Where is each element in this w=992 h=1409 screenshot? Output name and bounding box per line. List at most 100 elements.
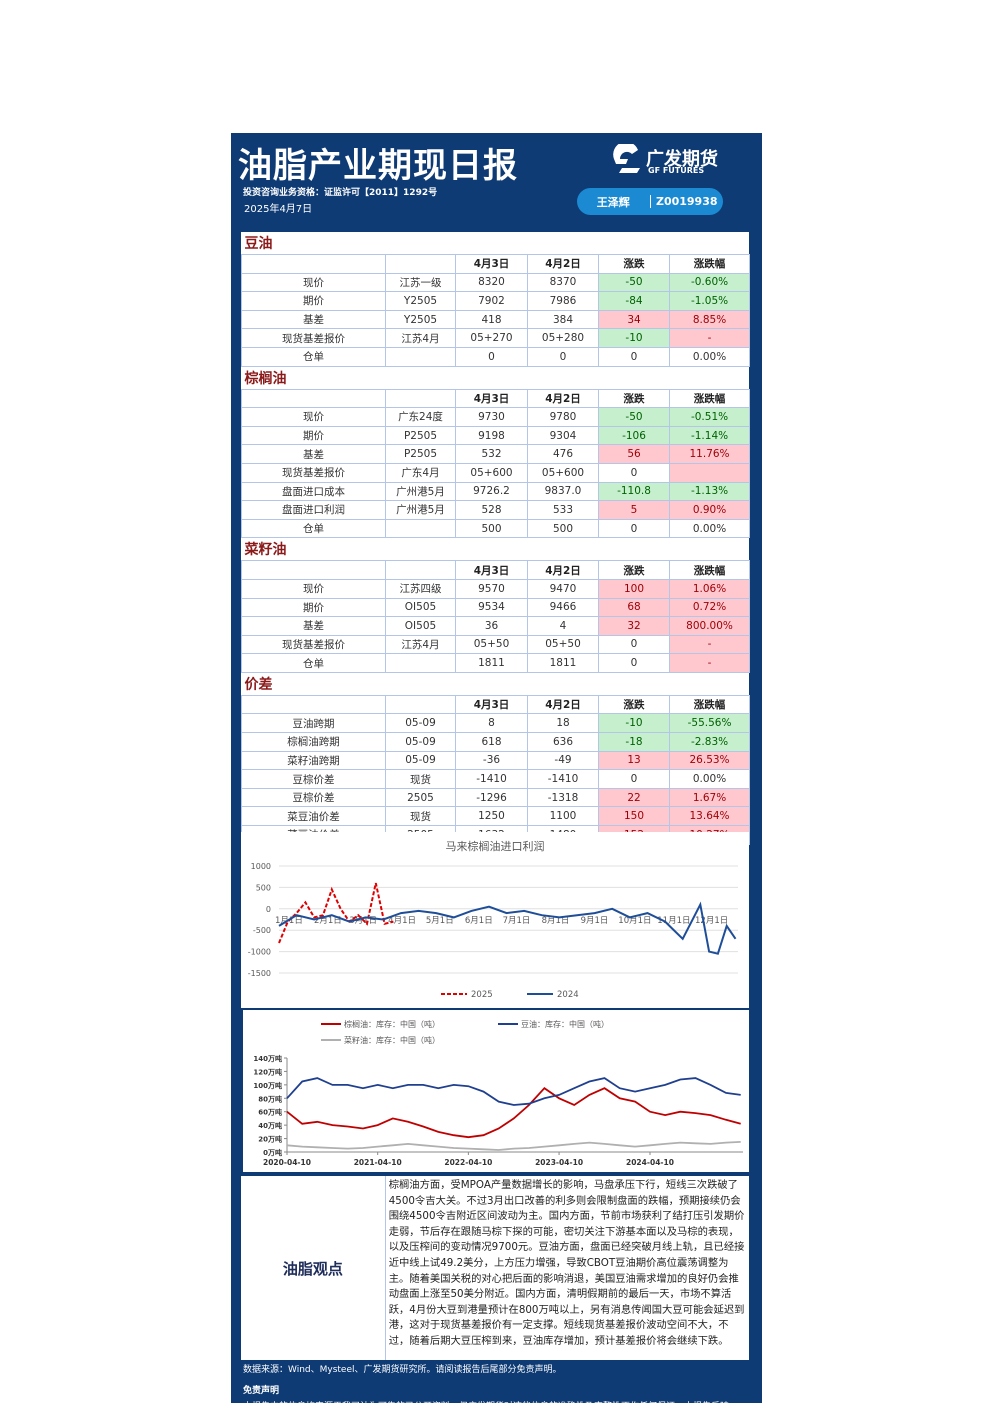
cell: -1.05% — [668, 291, 751, 311]
cell: 江苏4月 — [385, 634, 456, 655]
cell: 1100 — [527, 806, 599, 827]
logo-text: 广发期货 — [646, 149, 718, 170]
blank-cell — [241, 560, 386, 580]
row-label: 现价 — [241, 578, 386, 599]
cell: - — [668, 328, 751, 348]
data-row: 现价 江苏四级 9570 9470 100 1.06% — [241, 578, 751, 599]
row-label: 基差 — [241, 616, 386, 636]
cell: OI505 — [385, 597, 456, 618]
cell: Y2505 — [385, 309, 456, 330]
cell: 8320 — [455, 272, 528, 293]
cell: 4 — [527, 616, 599, 636]
cell: 7902 — [455, 291, 528, 311]
license: 投资咨询业务资格：证监许可【2011】1292号 — [243, 188, 438, 198]
cell: 13.64% — [668, 806, 751, 827]
cell: 9534 — [455, 597, 528, 618]
blank-cell — [385, 388, 456, 409]
data-row: 期价 OI505 9534 9466 68 0.72% — [241, 597, 751, 618]
cell: 0 — [598, 769, 670, 789]
column-header: 4月2日 — [527, 254, 599, 274]
column-header: 涨跌 — [598, 694, 670, 715]
y-tick-label: 0万吨 — [263, 1148, 282, 1157]
column-header: 涨跌 — [598, 388, 670, 409]
cell: -1.13% — [668, 481, 751, 502]
section-title: 菜籽油 — [244, 542, 287, 559]
cell: -1410 — [455, 769, 528, 789]
cell: 05+280 — [527, 328, 599, 348]
cell: -18 — [598, 732, 670, 752]
row-label: 菜豆油价差 — [241, 806, 386, 827]
cell: 江苏四级 — [385, 578, 456, 599]
legend-label: 菜籽油：库存：中国（吨） — [344, 1035, 440, 1045]
y-tick-label: 140万吨 — [253, 1054, 282, 1063]
x-tick-label: 2022-04-10 — [444, 1158, 492, 1167]
price-tables: 豆油 4月3日 4月2日 涨跌 涨跌幅 现价 江苏一级 8320 8370 -50 -0.60% 期价… — [241, 232, 751, 845]
header-row: 4月3日 4月2日 涨跌 涨跌幅 — [241, 560, 751, 580]
row-label: 盘面进口成本 — [241, 481, 386, 502]
cell: 9726.2 — [455, 481, 528, 502]
row-label: 期价 — [241, 425, 386, 446]
x-tick-label: 2024-04-10 — [626, 1158, 674, 1167]
x-tick-label: 7月1日 — [503, 916, 531, 926]
header-row: 4月3日 4月2日 涨跌 涨跌幅 — [241, 388, 751, 409]
row-label: 棕榈油跨期 — [241, 732, 386, 752]
x-tick-label: 12月1日 — [695, 916, 728, 926]
data-row: 菜豆油价差 现货 1250 1100 150 13.64% — [241, 806, 751, 827]
cell: -1410 — [527, 769, 599, 789]
cell: 418 — [455, 309, 528, 330]
analyst-name: 王泽辉 — [596, 195, 630, 209]
cell: 0.72% — [668, 597, 751, 618]
cell: 0 — [598, 346, 670, 367]
data-row: 豆棕价差 2505 -1296 -1318 22 1.67% — [241, 787, 751, 808]
cell: 0 — [527, 346, 599, 367]
cell: 05+50 — [455, 634, 528, 655]
cell: 0.00% — [668, 518, 751, 539]
row-label: 期价 — [241, 291, 386, 311]
cell: 江苏4月 — [385, 328, 456, 348]
y-tick-label: 1000 — [251, 862, 271, 871]
legend-label: 2025 — [471, 990, 493, 1000]
cell: -1318 — [527, 787, 599, 808]
cell: -49 — [527, 750, 599, 771]
data-table: 豆油 4月3日 4月2日 涨跌 涨跌幅 现价 江苏一级 8320 8370 -50 -0.60% 期价… — [241, 232, 751, 845]
cell: 9730 — [455, 407, 528, 427]
cell: 800.00% — [668, 616, 751, 636]
x-tick-label: 5月1日 — [426, 916, 454, 926]
row-label: 豆棕价差 — [241, 787, 386, 808]
section-row: 价差 — [242, 672, 750, 695]
column-header: 涨跌幅 — [668, 560, 751, 580]
x-tick-label: 4月1日 — [388, 916, 416, 926]
series-line — [286, 1077, 741, 1106]
footer: 数据来源：Wind、Mysteel、广发期货研究所。请阅读报告后尾部分免责声明。… — [243, 1362, 748, 1409]
y-tick-label: 20万吨 — [258, 1135, 282, 1144]
section-title: 豆油 — [244, 236, 273, 252]
cell: 05+50 — [527, 634, 599, 655]
row-label: 仓单 — [241, 518, 386, 539]
cell: -50 — [598, 407, 670, 427]
row-label: 豆棕价差 — [241, 769, 386, 789]
column-header: 涨跌幅 — [668, 388, 751, 409]
data-row: 盘面进口利润 广州港5月 528 533 5 0.90% — [241, 500, 751, 520]
y-tick-label: 100万吨 — [253, 1081, 282, 1090]
column-header: 4月3日 — [455, 388, 528, 409]
blank-cell — [241, 694, 386, 715]
x-tick-label: 6月1日 — [465, 916, 493, 926]
cell: 68 — [598, 597, 670, 618]
column-header: 涨跌 — [598, 254, 670, 274]
x-tick-label: 10月1日 — [618, 916, 651, 926]
cell: - — [668, 634, 751, 655]
header-row: 4月3日 4月2日 涨跌 涨跌幅 — [241, 254, 751, 274]
blank-cell — [385, 254, 456, 274]
cell: 1.67% — [668, 787, 751, 808]
disclaimer-title: 免责声明 — [243, 1386, 280, 1396]
cell: 384 — [527, 309, 599, 330]
y-tick-label: -1500 — [248, 969, 271, 978]
column-header: 4月3日 — [455, 254, 528, 274]
cell: 22 — [598, 787, 670, 808]
cell: P2505 — [385, 444, 456, 464]
cell: 34 — [598, 309, 670, 330]
y-tick-label: -500 — [253, 926, 271, 935]
row-label: 现货基差报价 — [241, 634, 386, 655]
column-header: 涨跌幅 — [668, 254, 751, 274]
